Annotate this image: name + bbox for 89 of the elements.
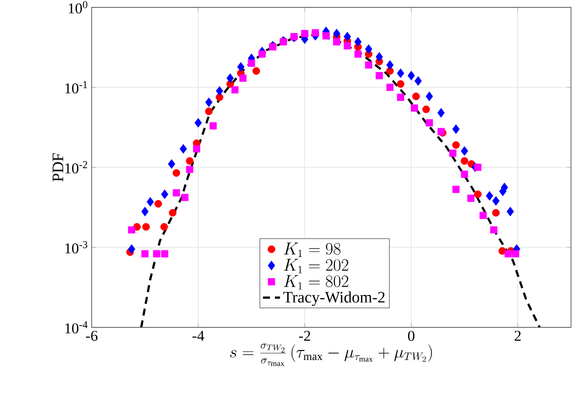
point xyxy=(452,141,460,149)
point xyxy=(344,32,351,42)
point xyxy=(216,86,224,96)
point xyxy=(480,212,487,220)
point xyxy=(344,42,351,50)
point xyxy=(239,74,247,82)
point xyxy=(460,146,468,156)
point xyxy=(474,164,482,171)
point xyxy=(426,119,433,126)
point xyxy=(161,250,168,258)
point xyxy=(161,190,168,200)
point xyxy=(172,189,180,196)
point xyxy=(386,60,394,70)
legend-label: $K_1 = 802$ xyxy=(284,275,348,290)
point xyxy=(490,226,498,234)
point xyxy=(186,157,194,165)
point xyxy=(146,197,154,207)
point xyxy=(412,92,420,100)
x-axis-title: $s = \frac{\sigma_{TW_2}}{\sigma_{\tau_\mathrm{max}}}\left(\tau_\mathrm{max} - \mu_{\tau_\mathrm{max}} + \mu_{TW_2}\right)$ xyxy=(230,344,432,366)
point xyxy=(386,84,394,91)
point xyxy=(160,223,168,231)
y-tick-label: 10$^{-3}$ xyxy=(65,241,88,254)
point xyxy=(128,226,136,234)
point xyxy=(333,28,340,38)
x-tick-label: 0 xyxy=(408,330,414,341)
point xyxy=(364,44,372,54)
y-tick-label: 10$^{0}$ xyxy=(68,1,88,14)
point xyxy=(142,223,150,231)
point xyxy=(500,182,508,192)
x-tick-label: -2 xyxy=(299,330,310,341)
point xyxy=(333,38,340,46)
point xyxy=(186,166,194,174)
point xyxy=(141,250,149,258)
point xyxy=(460,157,468,165)
y-axis-title: PDF xyxy=(52,153,64,182)
point xyxy=(408,70,415,80)
point xyxy=(512,250,520,258)
point xyxy=(460,170,468,178)
point xyxy=(396,68,404,78)
point xyxy=(128,244,136,254)
point xyxy=(141,206,149,216)
point xyxy=(193,145,200,152)
point xyxy=(231,86,239,94)
point xyxy=(248,60,256,67)
point xyxy=(168,159,176,169)
point xyxy=(396,80,404,88)
point xyxy=(426,92,433,102)
point xyxy=(205,97,213,108)
point xyxy=(168,209,176,217)
x-tick-label: -4 xyxy=(192,330,204,341)
point xyxy=(486,191,494,201)
point xyxy=(414,76,422,86)
point xyxy=(376,52,383,62)
y-tick-label: 10$^{-4}$ xyxy=(65,321,88,334)
point xyxy=(452,124,460,134)
point xyxy=(474,190,482,198)
y-tick-label: 10$^{-2}$ xyxy=(65,161,88,174)
point xyxy=(397,94,404,101)
point xyxy=(252,67,260,75)
legend-label: $K_1 = 202$ xyxy=(284,258,348,274)
point xyxy=(449,150,456,157)
point xyxy=(237,62,244,72)
y-tick-label: 10$^{-1}$ xyxy=(65,81,88,94)
point xyxy=(153,250,160,258)
x-tick-label: 2 xyxy=(514,330,521,341)
point xyxy=(492,196,500,206)
point xyxy=(226,73,234,83)
point xyxy=(180,144,187,154)
point xyxy=(194,118,202,128)
point xyxy=(205,108,213,116)
point xyxy=(154,200,162,208)
x-tick-label: -6 xyxy=(86,330,98,341)
legend-label: $K_1 = 98$ xyxy=(284,242,340,257)
point xyxy=(172,169,180,177)
legend-label: Tracy-Widom-2 xyxy=(283,291,385,306)
point xyxy=(506,206,514,216)
point xyxy=(354,50,362,58)
point xyxy=(181,194,188,202)
point xyxy=(376,72,383,80)
point xyxy=(354,37,362,47)
point xyxy=(467,194,474,202)
point xyxy=(437,108,445,118)
point xyxy=(210,122,217,130)
point xyxy=(422,106,430,114)
point xyxy=(492,209,500,217)
point xyxy=(410,104,418,112)
point xyxy=(504,250,512,258)
point xyxy=(452,186,460,193)
point xyxy=(365,61,372,69)
